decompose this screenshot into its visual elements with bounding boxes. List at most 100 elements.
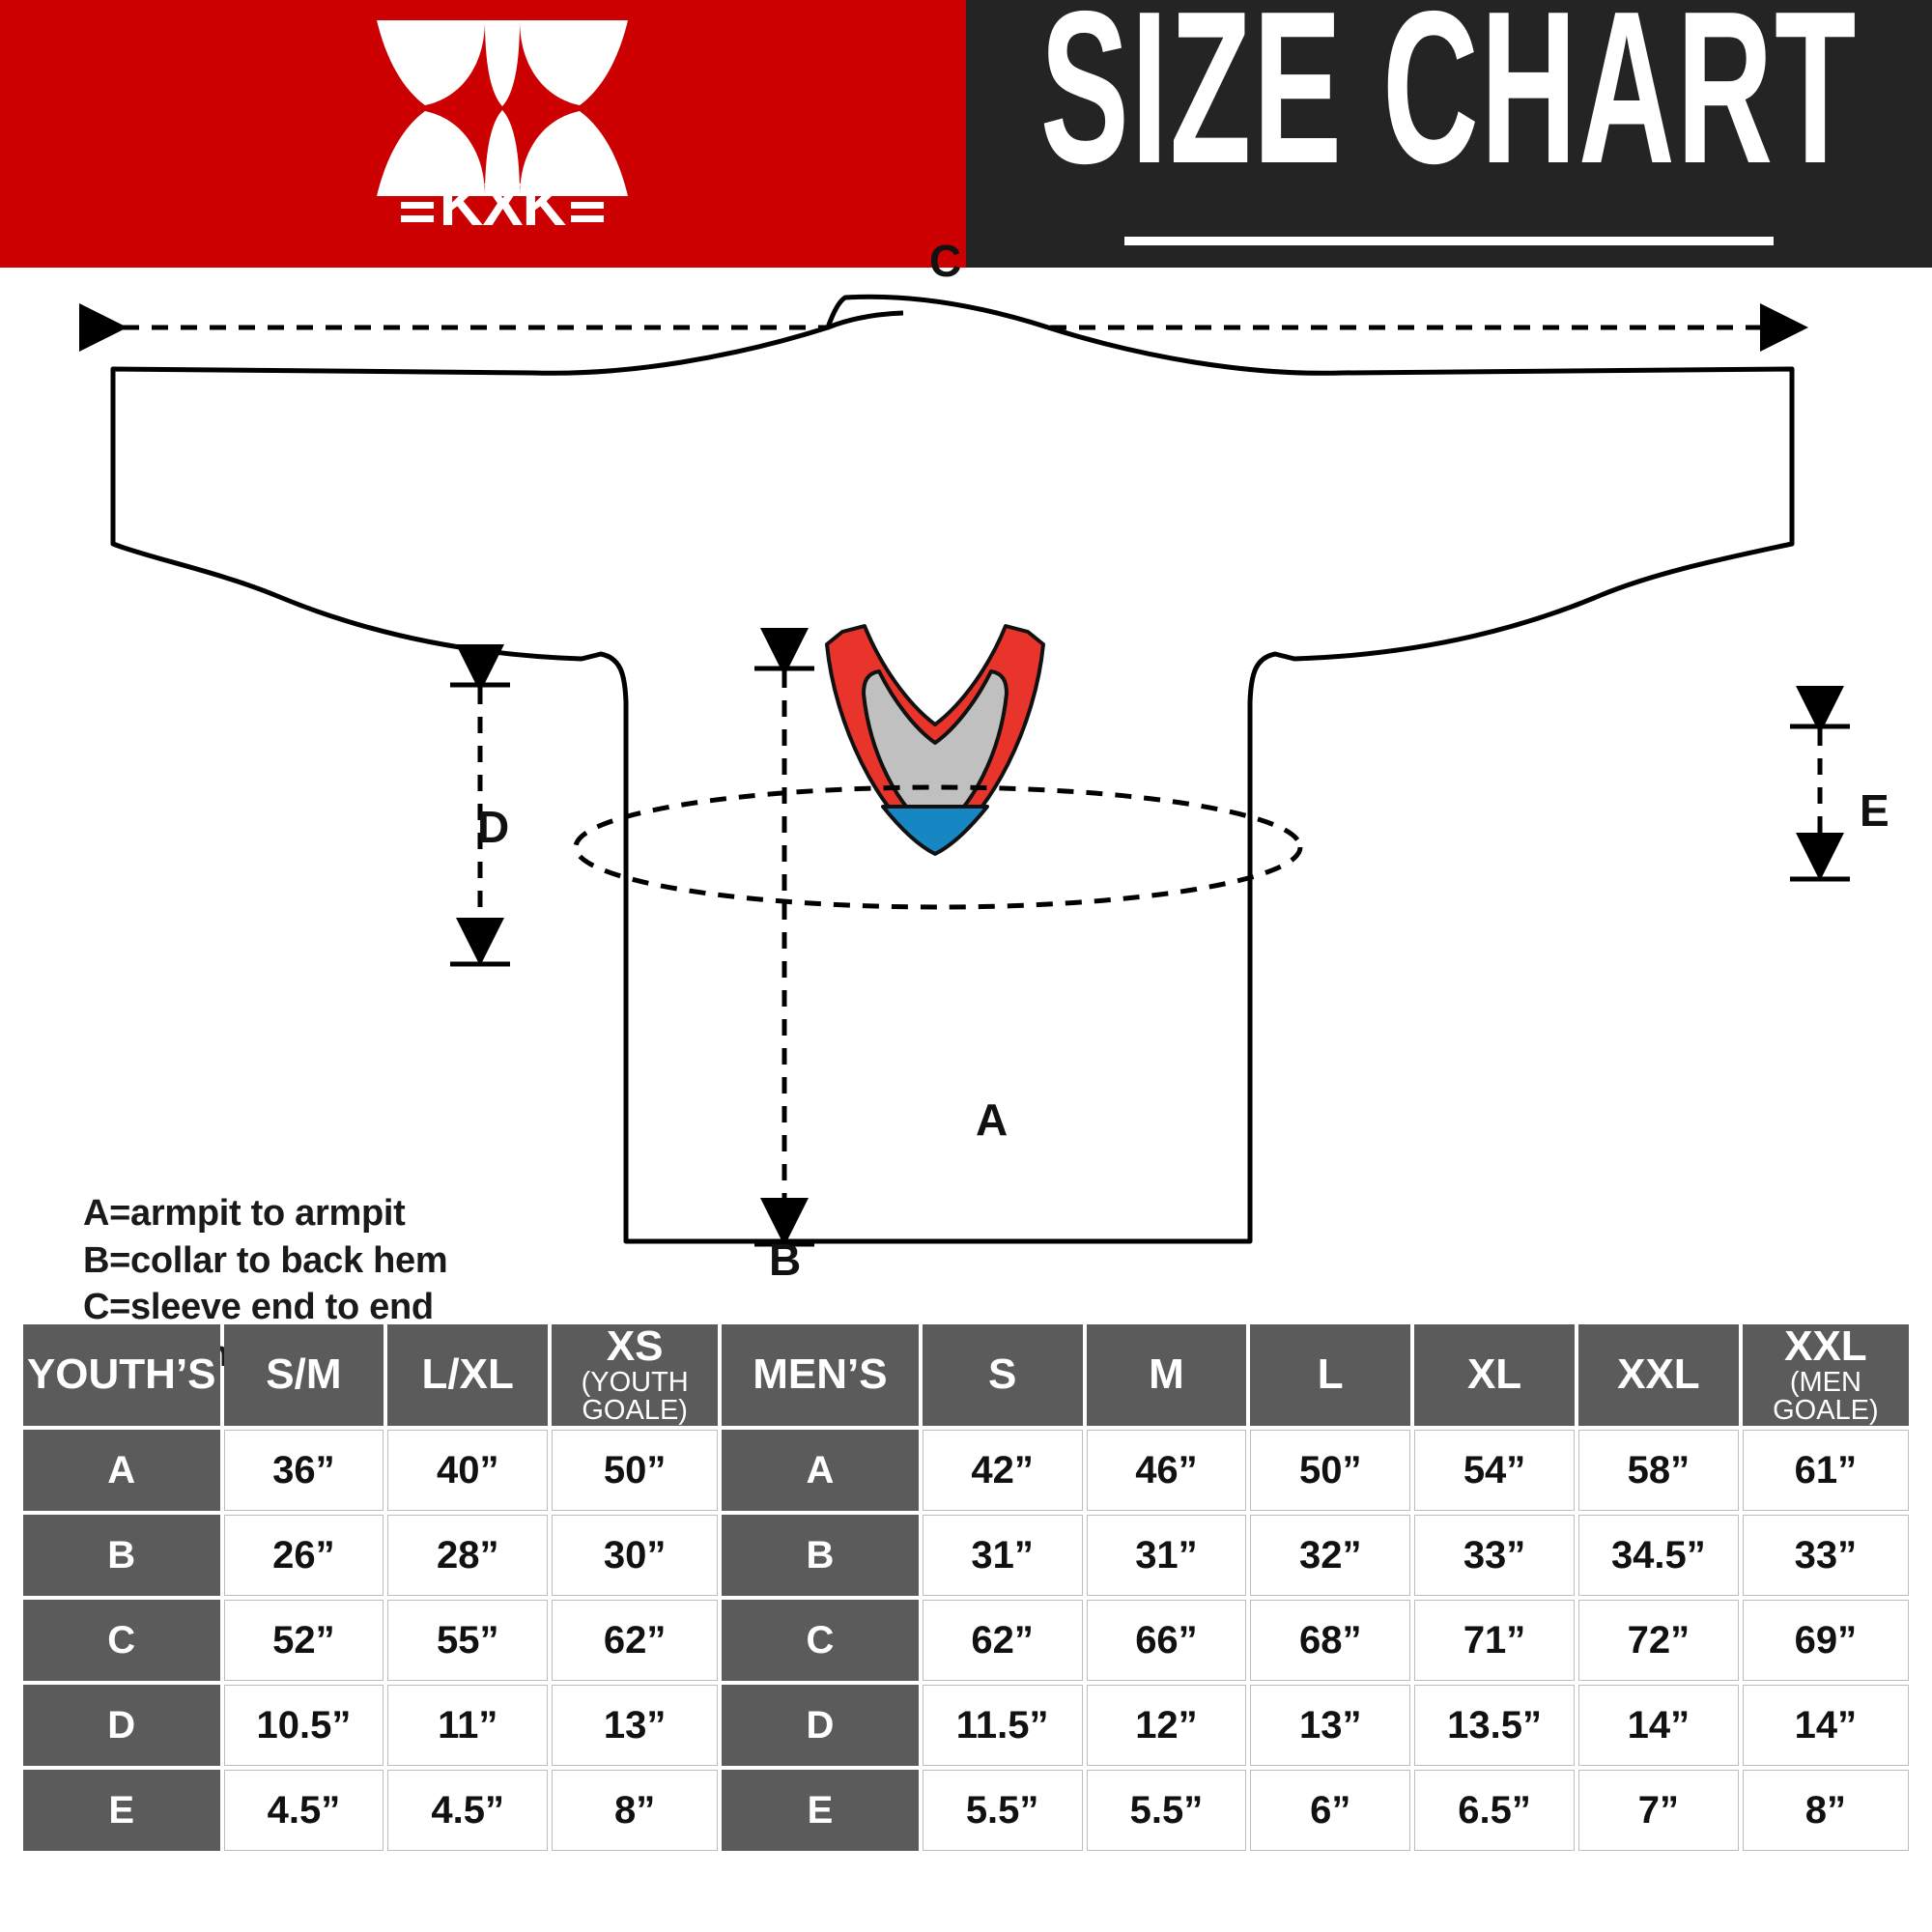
row-label-mens: E [722,1770,919,1851]
cell-value: 6” [1250,1770,1411,1851]
measure-b [754,628,814,1247]
header-main: XXL [1617,1350,1700,1399]
cell-value: 13” [1250,1685,1411,1766]
cell-value: 14” [1742,1685,1909,1766]
measure-a [573,784,1303,910]
label-b: B [769,1235,802,1285]
brand-logo: KXK [338,18,667,250]
cell-value: 28” [387,1515,549,1596]
header-sub: (MEN GOALE) [1773,1366,1879,1426]
header-cell-xl: XL [1414,1324,1575,1426]
header-cell-s: S [922,1324,1083,1426]
cell-value: 14” [1577,1685,1739,1766]
cell-value: 11.5” [922,1685,1083,1766]
header-main: XXL [1784,1322,1867,1371]
label-a: A [976,1094,1009,1145]
jersey-diagram: C D B A E A=armpit to armpit B=collar to… [0,236,1932,1422]
jersey-collar [825,624,1045,856]
cell-value: 33” [1742,1515,1909,1596]
row-label-youth: E [23,1770,220,1851]
cell-value: 11” [387,1685,549,1766]
cell-value: 30” [552,1515,719,1596]
header-main: XS [606,1322,664,1371]
row-label-youth: B [23,1515,220,1596]
cell-value: 54” [1414,1430,1575,1511]
cell-value: 33” [1414,1515,1575,1596]
header-main: L/XL [421,1350,514,1399]
table-header-row: YOUTH’S S/M L/XL XS (YOUTH GOALE) MEN’S [23,1324,1909,1426]
table-row: C 52” 55” 62” C 62” 66” 68” 71” 72” 69” [23,1600,1909,1681]
jersey-neckline [827,310,904,330]
row-label-youth: D [23,1685,220,1766]
size-table: YOUTH’S S/M L/XL XS (YOUTH GOALE) MEN’S [19,1321,1913,1855]
cell-value: 10.5” [223,1685,384,1766]
cell-value: 62” [552,1600,719,1681]
cell-value: 31” [1086,1515,1247,1596]
header-cell-xxl-men-goale: XXL (MEN GOALE) [1742,1322,1909,1426]
legend-line-a: A=armpit to armpit [83,1193,406,1234]
cell-value: 4.5” [223,1770,384,1851]
cell-value: 50” [552,1430,719,1511]
header-main: S [987,1350,1017,1399]
logo-bars-right-icon [570,188,604,223]
cell-value: 66” [1086,1600,1247,1681]
header-cell-xxl: XXL [1577,1324,1739,1426]
brand-panel: KXK [0,0,966,268]
header-main: YOUTH’S [26,1350,216,1399]
header-cell-mens: MEN’S [722,1324,919,1426]
row-label-mens: B [722,1515,919,1596]
cell-value: 12” [1086,1685,1247,1766]
cell-value: 31” [922,1515,1083,1596]
brand-wordmark: KXK [401,171,604,239]
collar-accent [881,805,989,856]
header-main: XL [1466,1350,1522,1399]
cell-value: 8” [1742,1770,1909,1851]
header-cell-youths: YOUTH’S [23,1324,220,1426]
header-main: S/M [266,1350,342,1399]
legend-line-b: B=collar to back hem [83,1239,448,1281]
size-table-wrapper: YOUTH’S S/M L/XL XS (YOUTH GOALE) MEN’S [19,1321,1913,1855]
cell-value: 13.5” [1414,1685,1575,1766]
label-d: D [477,802,510,852]
table-row: B 26” 28” 30” B 31” 31” 32” 33” 34.5” 33… [23,1515,1909,1596]
cell-value: 71” [1414,1600,1575,1681]
page-title: SIZE CHART [1039,0,1859,209]
header-cell-sm: S/M [223,1324,384,1426]
row-label-youth: A [23,1430,220,1511]
title-underline [1124,237,1774,245]
cell-value: 42” [922,1430,1083,1511]
cell-value: 7” [1577,1770,1739,1851]
cell-value: 50” [1250,1430,1411,1511]
header-cell-xs-youth-goale: XS (YOUTH GOALE) [552,1322,719,1426]
header-cell-l: L [1250,1324,1411,1426]
cell-value: 46” [1086,1430,1247,1511]
cell-value: 62” [922,1600,1083,1681]
cell-value: 5.5” [922,1770,1083,1851]
cell-value: 4.5” [387,1770,549,1851]
label-e: E [1860,785,1889,836]
cell-value: 58” [1577,1430,1739,1511]
cell-value: 55” [387,1600,549,1681]
title-panel: SIZE CHART [966,0,1932,268]
cell-value: 34.5” [1577,1515,1739,1596]
brand-name: KXK [439,171,566,239]
cell-value: 68” [1250,1600,1411,1681]
measure-d [450,644,510,967]
header-cell-lxl: L/XL [387,1324,549,1426]
collar-inner [862,669,1009,836]
cell-value: 6.5” [1414,1770,1575,1851]
header-cell-m: M [1086,1324,1247,1426]
cell-value: 32” [1250,1515,1411,1596]
table-row: E 4.5” 4.5” 8” E 5.5” 5.5” 6” 6.5” 7” 8” [23,1770,1909,1851]
cell-value: 26” [223,1515,384,1596]
legend-line-c: C=sleeve end to end [83,1287,434,1328]
table-row: A 36” 40” 50” A 42” 46” 50” 54” 58” 61” [23,1430,1909,1511]
cell-value: 52” [223,1600,384,1681]
row-label-mens: D [722,1685,919,1766]
measure-e [1790,686,1850,882]
table-row: D 10.5” 11” 13” D 11.5” 12” 13” 13.5” 14… [23,1685,1909,1766]
row-label-mens: A [722,1430,919,1511]
cell-value: 8” [552,1770,719,1851]
cell-value: 13” [552,1685,719,1766]
